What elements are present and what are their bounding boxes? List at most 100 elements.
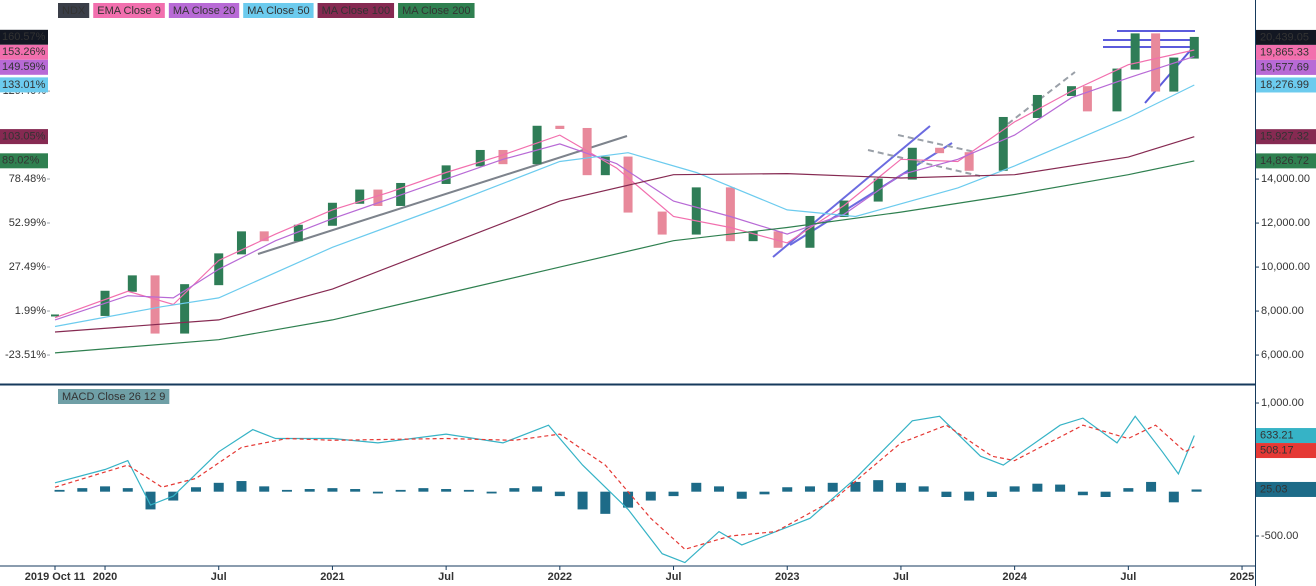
histogram-bar <box>532 486 543 492</box>
value-tag <box>1256 443 1316 459</box>
histogram-bar <box>895 482 906 492</box>
candle-body <box>935 147 945 154</box>
candle-body <box>475 149 485 167</box>
histogram-bar <box>372 491 383 494</box>
histogram-bar <box>304 489 315 492</box>
histogram-bar <box>827 482 838 492</box>
value-tag <box>0 44 48 60</box>
value-tag <box>0 153 48 169</box>
histogram-bar <box>986 491 997 497</box>
series-line <box>54 160 1195 354</box>
value-tag <box>1256 428 1316 444</box>
value-tag <box>1256 77 1316 93</box>
candle-body <box>657 211 667 235</box>
pane-title: MACD Close 26 12 9 <box>62 391 165 403</box>
y-tick-label: -500.00 <box>1261 530 1298 542</box>
candle-body <box>1032 94 1042 118</box>
x-tick-label: 2023 <box>775 571 799 583</box>
legend-label: MA Close 200 <box>402 5 470 17</box>
candle-body <box>964 152 974 171</box>
histogram-bar <box>54 489 65 492</box>
y-tick-label: 1,000.00 <box>1261 397 1304 409</box>
plot-area <box>54 415 1202 564</box>
value-tag <box>0 129 48 145</box>
histogram-bar <box>77 488 88 492</box>
histogram-bar <box>645 491 656 501</box>
histogram-bar <box>145 491 156 510</box>
legend-box <box>168 3 240 18</box>
histogram-bar <box>1123 488 1134 492</box>
y2-tick-label: 27.49% <box>9 261 47 273</box>
y-tick-label: 10,000.00 <box>1261 261 1310 273</box>
histogram-bar <box>395 489 406 492</box>
y-tick-label: 14,000.00 <box>1261 173 1310 185</box>
histogram-bar <box>190 487 201 492</box>
candle-body <box>532 125 542 165</box>
histogram-bar <box>668 491 679 497</box>
y2-tick-label: 1.99% <box>15 305 46 317</box>
histogram-bar <box>941 491 952 497</box>
candle-body <box>236 231 246 255</box>
value-tag <box>0 29 48 45</box>
series-line <box>54 49 1195 319</box>
histogram-bar <box>1077 491 1088 496</box>
value-tag <box>1256 59 1316 75</box>
histogram-bar <box>213 482 224 492</box>
y2-tick-label: 78.48% <box>9 173 47 185</box>
value-tag-label: 14,826.72 <box>1260 155 1309 167</box>
value-tag-label: 633.21 <box>1260 429 1294 441</box>
candle-body <box>355 189 365 204</box>
value-tag-label: 89.02% <box>2 155 40 167</box>
x-tick-label: Jul <box>211 571 227 583</box>
value-tag <box>1256 129 1316 145</box>
y-tick-label: 6,000.00 <box>1261 349 1304 361</box>
x-tick-label: 2022 <box>548 571 572 583</box>
histogram-bar <box>1168 491 1179 503</box>
value-tag-label: 19,577.69 <box>1260 61 1309 73</box>
candle-body <box>180 284 190 334</box>
legend-label: NDX <box>62 5 86 17</box>
histogram-bar <box>259 486 270 492</box>
series-line <box>54 136 1195 333</box>
legend-box <box>93 3 165 18</box>
histogram-bar <box>1191 489 1202 492</box>
legend-box <box>58 3 90 18</box>
legend-box <box>243 3 314 18</box>
value-tag-label: 153.26% <box>2 46 46 58</box>
x-tick-label: Jul <box>666 571 682 583</box>
candle-body <box>907 147 917 180</box>
value-tag <box>1256 481 1316 497</box>
histogram-bar <box>600 491 611 514</box>
histogram-bar <box>350 489 361 492</box>
candle-body <box>555 125 565 129</box>
candle-body <box>327 202 337 226</box>
value-tag-label: 508.17 <box>1260 444 1294 456</box>
plot-area <box>51 33 1199 354</box>
value-tag <box>0 77 48 93</box>
x-tick-label: 2020 <box>93 571 117 583</box>
value-tag <box>1256 29 1316 45</box>
value-tag-label: 160.57% <box>2 31 46 43</box>
value-tag-label: 19,865.33 <box>1260 46 1309 58</box>
x-tick-label: 2021 <box>320 571 344 583</box>
legend-label: MA Close 100 <box>322 5 390 17</box>
histogram-bar <box>281 489 292 492</box>
value-tag-label: 20,439.05 <box>1260 31 1309 43</box>
histogram-bar <box>509 488 520 492</box>
histogram-bar <box>554 491 565 497</box>
histogram-bar <box>463 489 474 492</box>
histogram-bar <box>1146 481 1157 492</box>
trendline <box>257 135 628 255</box>
candle-body <box>150 275 160 334</box>
candle-body <box>259 231 269 242</box>
legend-label: MA Close 20 <box>173 5 235 17</box>
y2-tick-label: 52.99% <box>9 217 47 229</box>
candle-body <box>725 187 735 242</box>
x-tick-label: 2024 <box>1002 571 1027 583</box>
histogram-bar <box>964 491 975 501</box>
series-line <box>54 424 1195 550</box>
value-tag-label: 25.03 <box>1260 483 1288 495</box>
histogram-bar <box>804 486 815 492</box>
candle-body <box>691 187 701 235</box>
